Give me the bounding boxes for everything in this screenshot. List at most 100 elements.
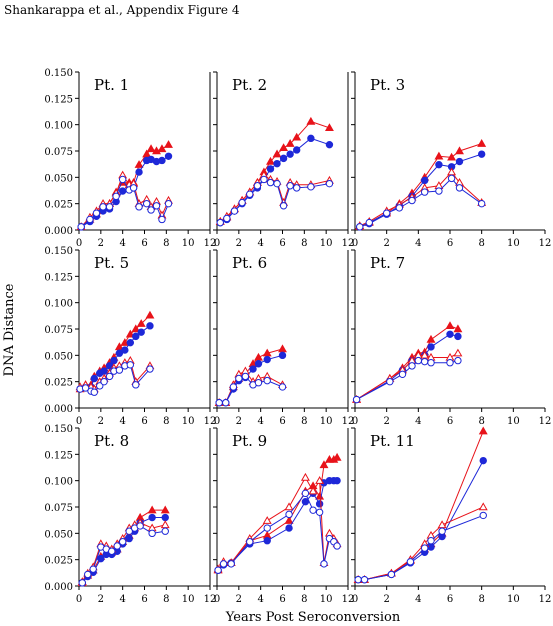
series-circle-open-blue <box>77 175 173 231</box>
data-point-triangle <box>285 139 295 147</box>
data-point-triangle <box>477 139 487 147</box>
data-point-circle <box>454 356 462 365</box>
data-point-circle <box>105 203 114 211</box>
y-tick-label: 0.125 <box>44 272 73 283</box>
x-tick-label: 8 <box>301 416 307 427</box>
data-point-circle <box>301 498 310 506</box>
data-point-triangle <box>145 310 155 319</box>
data-point-triangle <box>160 505 170 514</box>
data-point-circle <box>158 156 166 165</box>
data-point-circle <box>292 146 301 154</box>
data-point-triangle <box>262 516 272 524</box>
series-line <box>356 360 459 401</box>
data-point-triangle <box>134 160 144 168</box>
data-point-circle <box>356 223 364 231</box>
data-point-triangle <box>278 344 287 353</box>
data-point-triangle <box>160 520 170 529</box>
data-point-circle <box>90 374 98 383</box>
data-point-circle <box>147 206 155 214</box>
panel-pt-6: 0 2 4 6 8 10 12 Pt. 6 <box>213 249 354 427</box>
data-point-triangle <box>434 151 444 160</box>
data-point-triangle <box>453 348 463 357</box>
data-point-circle <box>219 560 228 568</box>
data-point-circle <box>164 199 173 208</box>
x-tick-label: 0 <box>214 416 220 427</box>
data-point-circle <box>408 196 416 205</box>
series-triangle-open-red <box>352 348 463 403</box>
x-tick-label: 0 <box>352 594 358 605</box>
data-point-triangle <box>146 144 156 153</box>
data-point-circle <box>395 204 404 212</box>
x-tick-label: 8 <box>478 594 484 605</box>
data-point-triangle <box>164 140 173 148</box>
data-point-circle <box>136 522 144 530</box>
data-point-circle <box>126 361 135 369</box>
series-line <box>356 352 459 400</box>
data-point-circle <box>263 524 271 532</box>
x-tick-label: 2 <box>98 416 104 427</box>
x-tick-label: 4 <box>257 594 263 605</box>
data-point-circle <box>266 165 275 173</box>
data-point-circle <box>455 184 464 192</box>
y-tick-label: 0.150 <box>44 246 73 257</box>
panel-pt-1: 0.000 0.025 0.050 0.075 0.100 0.125 0.150 0 2 4 6 8… <box>44 68 216 249</box>
x-tick-label: 12 <box>204 416 217 427</box>
data-point-circle <box>286 182 294 190</box>
x-tick-label: 6 <box>279 238 285 249</box>
data-point-triangle <box>306 116 316 125</box>
x-tick-label: 0 <box>214 238 220 249</box>
data-point-triangle <box>284 502 294 511</box>
data-point-circle <box>254 379 263 387</box>
y-tick-label: 0.000 <box>44 582 73 593</box>
panel-title: Pt. 7 <box>370 254 405 272</box>
x-tick-label: 4 <box>257 238 263 249</box>
data-point-circle <box>273 159 281 168</box>
series-line <box>359 177 482 228</box>
x-tick-label: 4 <box>415 416 421 427</box>
x-tick-label: 2 <box>383 416 389 427</box>
data-point-circle <box>110 356 118 365</box>
data-point-triangle <box>332 452 342 461</box>
data-point-circle <box>108 547 116 555</box>
x-tick-label: 6 <box>447 238 453 249</box>
data-point-circle <box>365 218 373 227</box>
data-point-circle <box>479 456 487 465</box>
data-point-circle <box>246 190 254 198</box>
data-point-triangle <box>284 516 294 524</box>
data-point-circle <box>118 175 127 184</box>
data-point-triangle <box>453 324 463 333</box>
x-tick-label: 6 <box>447 416 453 427</box>
data-point-circle <box>125 534 133 543</box>
data-point-circle <box>215 399 223 407</box>
data-point-circle <box>148 529 156 538</box>
data-point-circle <box>77 223 85 231</box>
data-point-triangle <box>266 156 275 165</box>
series-line <box>358 430 484 581</box>
series-circle-open-blue <box>214 489 341 574</box>
data-point-triangle <box>324 123 334 132</box>
data-point-circle <box>309 506 317 514</box>
y-tick-label: 0.000 <box>44 226 73 237</box>
data-point-circle <box>455 157 464 166</box>
data-point-circle <box>352 395 361 404</box>
data-point-circle <box>307 183 315 191</box>
figure-header: Shankarappa et al., Appendix Figure 4 <box>4 3 240 17</box>
x-tick-label: 0 <box>352 416 358 427</box>
data-point-circle <box>279 154 288 163</box>
series-triangle-open-red <box>353 502 488 583</box>
y-tick-label: 0.125 <box>44 94 73 105</box>
x-tick-label: 8 <box>163 238 169 249</box>
data-point-circle <box>263 376 271 385</box>
panel-title: Pt. 8 <box>94 432 129 450</box>
series-circle-filled-blue <box>352 330 462 404</box>
x-tick-label: 8 <box>478 416 484 427</box>
y-tick-label: 0.000 <box>44 404 73 415</box>
data-point-circle <box>126 338 135 347</box>
series-triangle-open-red <box>213 472 342 573</box>
data-point-circle <box>447 174 456 183</box>
data-point-circle <box>278 351 287 360</box>
x-tick-label: 4 <box>415 594 421 605</box>
data-point-circle <box>161 513 169 522</box>
x-tick-label: 0 <box>76 416 82 427</box>
x-tick-label: 6 <box>141 416 147 427</box>
